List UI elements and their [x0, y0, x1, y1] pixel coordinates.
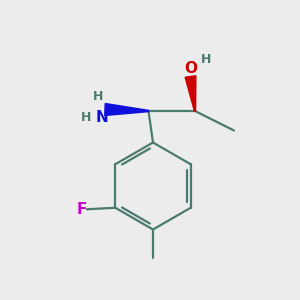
Text: H: H: [81, 111, 92, 124]
Text: H: H: [93, 90, 103, 104]
Text: N: N: [96, 110, 108, 125]
Polygon shape: [185, 76, 196, 111]
Polygon shape: [105, 103, 148, 116]
Text: H: H: [201, 52, 211, 66]
Text: O: O: [184, 61, 197, 76]
Text: F: F: [76, 202, 87, 217]
